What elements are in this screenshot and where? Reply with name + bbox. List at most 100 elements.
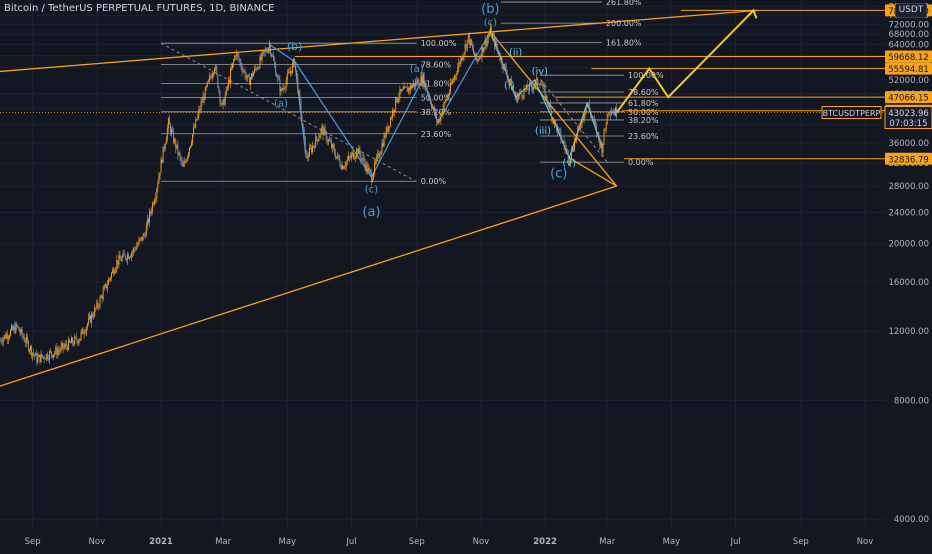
candle-body bbox=[416, 82, 417, 85]
candle-body bbox=[377, 153, 378, 156]
candle-body bbox=[47, 354, 48, 359]
candle-body bbox=[195, 119, 196, 127]
candle-body bbox=[162, 160, 163, 163]
candle-body bbox=[560, 131, 561, 140]
candle-body bbox=[57, 351, 58, 355]
candle-body bbox=[438, 119, 439, 123]
candle-body bbox=[581, 118, 582, 126]
candle-body bbox=[126, 259, 127, 260]
candle-body bbox=[278, 77, 279, 80]
candle-body bbox=[301, 101, 302, 116]
time-axis-tick-label: Nov bbox=[89, 537, 106, 547]
candle-body bbox=[67, 346, 68, 349]
candle-body bbox=[470, 40, 471, 45]
candle-body bbox=[21, 329, 22, 333]
candle-body bbox=[346, 162, 347, 166]
candle-body bbox=[448, 95, 449, 96]
candle-body bbox=[194, 127, 195, 128]
wave-label: (iv) bbox=[532, 67, 549, 78]
candle-body bbox=[227, 87, 228, 88]
candle-body bbox=[555, 120, 556, 124]
candle-body bbox=[357, 150, 358, 154]
candle-body bbox=[333, 144, 334, 147]
candle-body bbox=[543, 85, 544, 86]
candle-body bbox=[12, 326, 13, 330]
fib-level-label: 261.80% bbox=[606, 0, 642, 7]
candle-body bbox=[107, 285, 108, 288]
candle-body bbox=[272, 56, 273, 57]
candle-body bbox=[188, 153, 189, 156]
chart-title: Bitcoin / TetherUS PERPETUAL FUTURES, 1D… bbox=[4, 3, 274, 14]
candle-body bbox=[449, 92, 450, 95]
candle-body bbox=[572, 149, 573, 151]
candle-body bbox=[528, 90, 529, 91]
candle-body bbox=[287, 73, 288, 80]
price-axis-tick-label: 68000.00 bbox=[888, 30, 929, 40]
candle-body bbox=[246, 77, 247, 78]
candle-body bbox=[62, 343, 63, 346]
candle-body bbox=[359, 148, 360, 155]
candle-body bbox=[204, 96, 205, 99]
candle-body bbox=[242, 67, 243, 71]
candle-body bbox=[6, 334, 7, 338]
candle-body bbox=[236, 53, 237, 56]
candle-body bbox=[323, 126, 324, 135]
candle-body bbox=[455, 75, 456, 76]
candle-body bbox=[612, 112, 613, 113]
candle-body bbox=[296, 70, 297, 77]
time-axis-tick-label: Sep bbox=[409, 537, 425, 547]
candle-body bbox=[1, 340, 2, 342]
candle-body bbox=[520, 91, 521, 93]
candle-body bbox=[396, 97, 397, 102]
candle-body bbox=[386, 127, 387, 137]
candle-body bbox=[211, 77, 212, 78]
price-axis-tick-label: 16000.00 bbox=[888, 278, 929, 288]
candle-body bbox=[552, 118, 553, 119]
candle-body bbox=[208, 80, 209, 82]
candle-body bbox=[497, 48, 498, 51]
candle-body bbox=[230, 70, 231, 83]
candle-body bbox=[460, 57, 461, 63]
candle-body bbox=[124, 253, 125, 255]
time-axis-tick-label: May bbox=[278, 537, 296, 547]
candle-body bbox=[202, 102, 203, 103]
candle-body bbox=[117, 260, 118, 265]
currency-button[interactable]: USDT bbox=[895, 3, 927, 18]
candle-body bbox=[480, 56, 481, 57]
candle-body bbox=[231, 68, 232, 70]
candle-body bbox=[270, 44, 271, 54]
candle-body bbox=[580, 127, 581, 128]
candle-body bbox=[108, 280, 109, 285]
candle-body bbox=[155, 197, 156, 200]
candle-body bbox=[436, 113, 437, 121]
candle-body bbox=[26, 337, 27, 342]
candle-body bbox=[400, 89, 401, 91]
candle-body bbox=[473, 48, 474, 53]
time-axis-tick-label: Sep bbox=[793, 537, 809, 547]
candle-body bbox=[306, 153, 307, 155]
candle-body bbox=[526, 85, 527, 90]
candle-body bbox=[514, 92, 515, 95]
candle-body bbox=[332, 144, 333, 147]
candle-body bbox=[365, 163, 366, 170]
candle-body bbox=[529, 83, 530, 91]
candle-body bbox=[393, 110, 394, 112]
candle-body bbox=[276, 75, 277, 77]
candle-body bbox=[191, 143, 192, 146]
candle-body bbox=[38, 355, 39, 357]
candle-body bbox=[273, 56, 274, 60]
candle-body bbox=[370, 170, 371, 173]
candle-body bbox=[587, 103, 588, 107]
candle-body bbox=[135, 249, 136, 250]
candle-body bbox=[412, 86, 413, 89]
candle-body bbox=[313, 146, 314, 147]
candle-body bbox=[325, 128, 326, 131]
candle-body bbox=[388, 126, 389, 132]
candle-body bbox=[259, 57, 260, 68]
candle-body bbox=[223, 100, 224, 105]
candle-body bbox=[409, 88, 410, 90]
candle-body bbox=[48, 359, 49, 360]
candle-body bbox=[443, 109, 444, 115]
